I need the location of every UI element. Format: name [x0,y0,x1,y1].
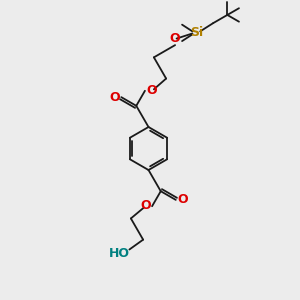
Text: O: O [140,199,151,212]
Text: HO: HO [108,247,129,260]
Text: O: O [177,193,188,206]
Text: Si: Si [190,26,203,39]
Text: O: O [170,32,180,45]
Text: O: O [146,84,157,97]
Text: O: O [110,91,120,103]
